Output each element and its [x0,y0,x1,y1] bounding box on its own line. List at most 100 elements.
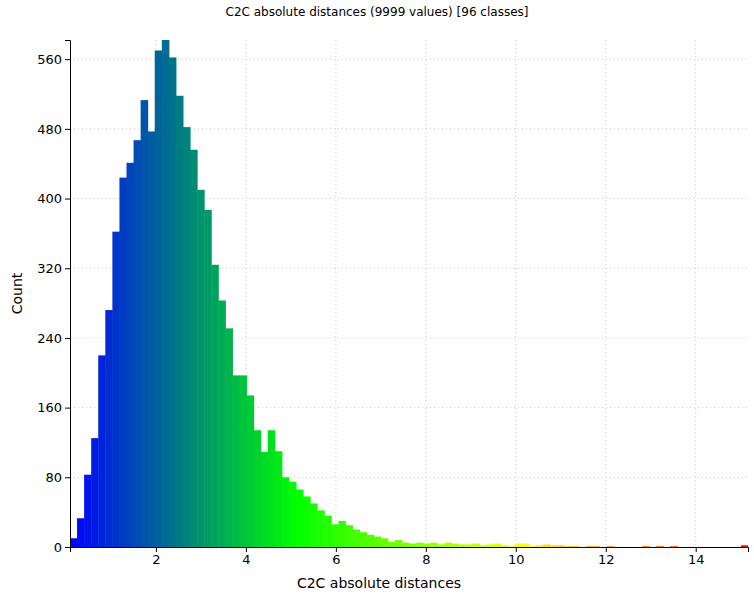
bar [141,100,149,547]
bar [557,545,565,547]
bar [663,547,671,548]
y-tick: 400 [37,191,70,206]
bar [677,547,685,548]
bar [416,543,424,547]
bar [247,395,255,547]
bar [515,544,523,547]
grid-line-x [335,40,336,547]
bar [155,50,163,547]
y-tick-label: 160 [37,400,62,415]
bar [586,546,594,547]
y-tick-mark [65,59,70,60]
bar [635,547,643,548]
bar [388,542,396,547]
bar [437,544,445,547]
x-tick-label: 2 [152,552,160,567]
bar [324,516,332,547]
bar [593,546,601,547]
bar [699,547,707,548]
bar [395,540,403,547]
bar [741,545,748,547]
grid-line-x [425,40,426,547]
x-tick-label: 12 [598,552,615,567]
y-tick-mark [65,129,70,130]
x-tick: 8 [422,547,430,567]
x-tick: 6 [332,547,340,567]
y-tick: 480 [37,122,70,137]
y-tick-mark [65,408,70,409]
bar [550,545,558,547]
grid-line-x [515,40,516,547]
bar [522,544,530,547]
bar [331,524,339,547]
bars [70,40,748,547]
bar [642,546,650,547]
y-tick-label: 240 [37,331,62,346]
x-tick-label: 4 [242,552,250,567]
bar [162,40,170,547]
grid [70,40,748,547]
bar [458,544,466,547]
bar [621,547,629,548]
bar [487,544,495,547]
x-axis-line [71,548,749,553]
bar [734,547,742,548]
grid-line-x [605,40,606,547]
bar [169,57,177,547]
bar [282,477,290,547]
y-tick: 560 [37,52,70,67]
bar [211,265,219,547]
bar [670,546,678,547]
bar [508,546,516,547]
bar [480,545,488,547]
x-tick: 12 [598,547,615,567]
bar [240,375,248,547]
bar [720,547,728,548]
bar [706,547,714,548]
y-tick-label: 0 [54,540,62,555]
grid-line-x [695,40,696,547]
bar [303,496,311,547]
bar [190,150,198,547]
y-tick: 320 [37,261,70,276]
bar [91,438,99,547]
bar [254,430,262,547]
bar [614,547,622,548]
y-axis: 0 80 160 240 320 400 480 560 [37,41,70,555]
bar [77,518,85,547]
y-tick: 80 [45,470,70,485]
y-tick-mark [65,338,70,339]
bar [684,547,692,548]
bar [275,451,283,547]
bar [261,452,269,547]
bar [70,538,78,547]
x-tick-label: 8 [422,552,430,567]
bar [409,544,417,547]
x-tick-label: 6 [332,552,340,567]
bar [176,96,184,547]
y-tick-mark [65,268,70,269]
x-tick: 10 [508,547,525,567]
x-tick: 4 [242,547,250,567]
bar [473,544,481,547]
y-tick-label: 480 [37,122,62,137]
bar [134,140,142,547]
bar [98,355,106,547]
bar [628,547,636,548]
bar [536,545,544,547]
y-tick-label: 400 [37,191,62,206]
bar [289,482,297,547]
bar [367,535,375,547]
bar [494,544,502,547]
bar [543,544,551,547]
bar [127,163,135,547]
y-tick: 160 [37,400,70,415]
bar [713,547,721,548]
chart: 2468101214080160240320400480560C2C absol… [0,0,754,595]
y-tick: 240 [37,331,70,346]
bar [183,127,191,547]
bar [649,547,657,548]
bar [232,375,240,547]
y-axis-title: Count [9,272,25,314]
x-axis-title: C2C absolute distances [297,575,461,591]
